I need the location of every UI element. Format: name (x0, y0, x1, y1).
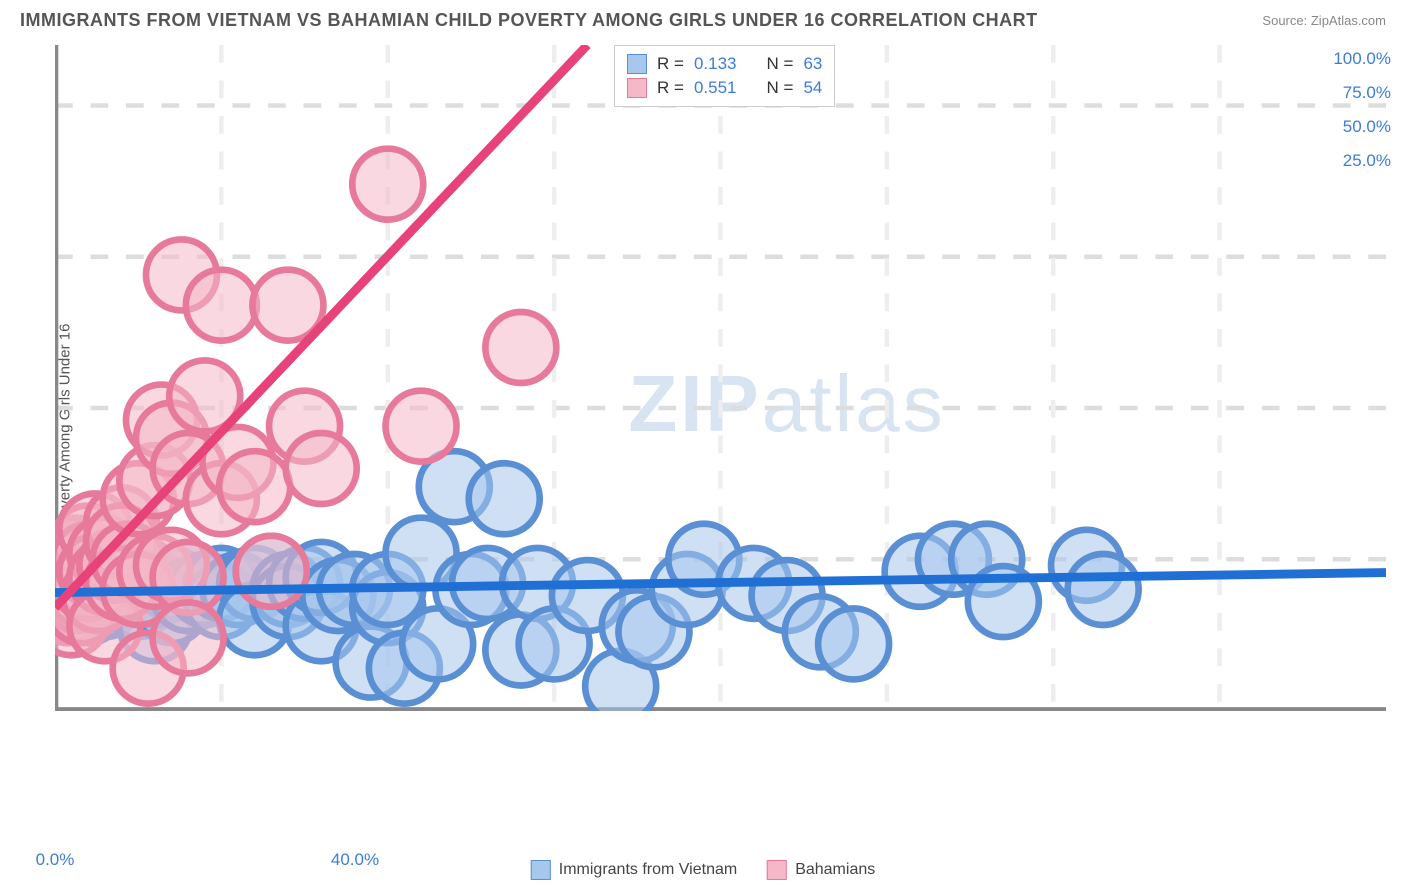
n-label: N = (767, 54, 794, 74)
scatter-plot (55, 45, 1386, 711)
series-legend: Immigrants from Vietnam Bahamians (531, 860, 875, 880)
legend-swatch (531, 860, 551, 880)
legend-row: R = 0.551 N = 54 (627, 76, 822, 100)
y-tick-label: 75.0% (1343, 83, 1391, 103)
source-attribution: Source: ZipAtlas.com (1262, 13, 1386, 28)
legend-swatch (627, 78, 647, 98)
chart-area: Child Poverty Among Girls Under 16 ZIPat… (55, 45, 1386, 842)
legend-swatch (627, 54, 647, 74)
chart-title: IMMIGRANTS FROM VIETNAM VS BAHAMIAN CHIL… (20, 10, 1038, 31)
n-label: N = (767, 78, 794, 98)
legend-item: Immigrants from Vietnam (531, 860, 737, 880)
x-tick-label: 40.0% (331, 850, 379, 870)
r-label: R = (657, 54, 684, 74)
r-value: 0.551 (694, 78, 737, 98)
y-tick-label: 100.0% (1333, 49, 1391, 69)
legend-swatch (767, 860, 787, 880)
chart-header: IMMIGRANTS FROM VIETNAM VS BAHAMIAN CHIL… (0, 0, 1406, 41)
legend-row: R = 0.133 N = 63 (627, 52, 822, 76)
r-value: 0.133 (694, 54, 737, 74)
correlation-legend: R = 0.133 N = 63 R = 0.551 N = 54 (614, 45, 835, 107)
y-tick-label: 25.0% (1343, 151, 1391, 171)
legend-label: Immigrants from Vietnam (559, 861, 737, 879)
r-label: R = (657, 78, 684, 98)
y-tick-label: 50.0% (1343, 117, 1391, 137)
legend-item: Bahamians (767, 860, 875, 880)
x-tick-label: 0.0% (36, 850, 75, 870)
n-value: 54 (803, 78, 822, 98)
source-label: Source: (1262, 13, 1307, 28)
legend-label: Bahamians (795, 861, 875, 879)
source-link[interactable]: ZipAtlas.com (1311, 13, 1386, 28)
n-value: 63 (803, 54, 822, 74)
